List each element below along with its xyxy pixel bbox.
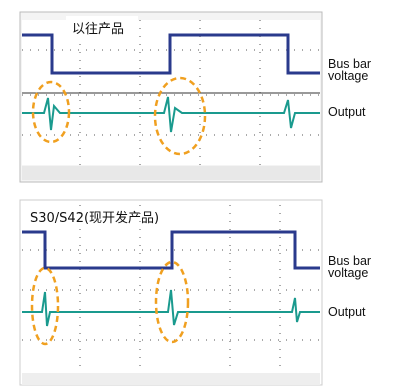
- label: voltage: [328, 266, 368, 280]
- top-scope: 以往产品 Bus bar voltage Output: [20, 12, 371, 182]
- title: 以往产品: [72, 22, 124, 37]
- title: S30/S42(现开发产品): [30, 210, 159, 226]
- label: Output: [328, 105, 366, 119]
- comparison-figure: 以往产品 Bus bar voltage Output S30/S42(现开发产…: [0, 0, 408, 387]
- label: Output: [328, 305, 366, 319]
- label: voltage: [328, 69, 368, 83]
- bottom-scope: S30/S42(现开发产品) Bus bar voltage Output: [20, 200, 371, 385]
- status-bar: [22, 166, 320, 180]
- status-bar: [22, 373, 320, 385]
